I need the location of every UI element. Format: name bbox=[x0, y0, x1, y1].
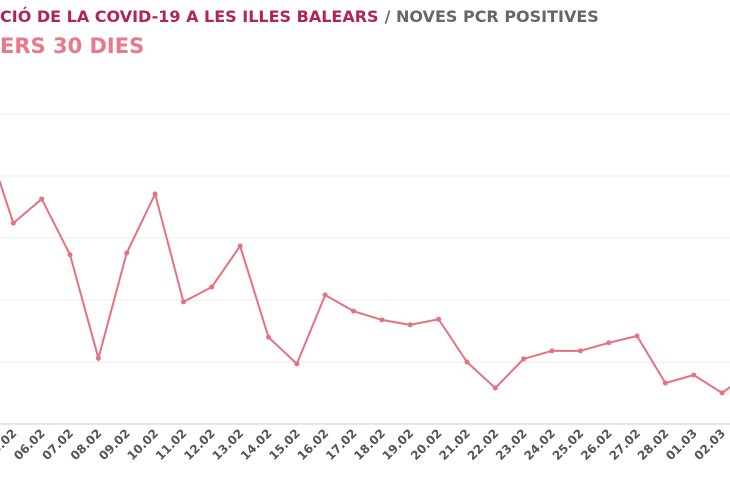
x-tick-label: 01.03 bbox=[663, 426, 700, 463]
data-point bbox=[237, 243, 243, 249]
data-point bbox=[67, 252, 73, 258]
data-point bbox=[521, 356, 527, 362]
data-line bbox=[0, 179, 730, 395]
x-tick-label: 22.02 bbox=[465, 426, 502, 463]
data-point bbox=[407, 322, 413, 328]
data-point bbox=[606, 340, 612, 346]
x-tick-label: 25.02 bbox=[550, 426, 587, 463]
data-point bbox=[719, 390, 725, 396]
data-point bbox=[322, 292, 328, 298]
chart-title-line: CIÓ DE LA COVID-19 A LES ILLES BALEARS / … bbox=[0, 7, 599, 26]
x-tick-label: 20.02 bbox=[408, 426, 445, 463]
x-tick-label: 26.02 bbox=[578, 426, 615, 463]
x-tick-label: 27.02 bbox=[606, 426, 643, 463]
data-point bbox=[691, 372, 697, 378]
x-tick-label: 06.02 bbox=[11, 426, 48, 463]
data-point bbox=[577, 348, 583, 354]
x-tick-label: 09.02 bbox=[96, 426, 133, 463]
x-tick-label: 19.02 bbox=[380, 426, 417, 463]
x-tick-label: 23.02 bbox=[493, 426, 530, 463]
x-tick-label: 17.02 bbox=[323, 426, 360, 463]
data-point bbox=[492, 385, 498, 391]
data-point bbox=[549, 348, 555, 354]
x-tick-label: 07.02 bbox=[39, 426, 76, 463]
x-tick-label: 11.02 bbox=[153, 426, 190, 463]
data-point bbox=[436, 316, 442, 322]
chart-subtitle: ERS 30 DIES bbox=[0, 34, 144, 58]
x-tick-label: 24.02 bbox=[521, 426, 558, 463]
x-tick-label: 18.02 bbox=[351, 426, 388, 463]
x-tick-label: 02.03 bbox=[691, 426, 728, 463]
data-point bbox=[351, 308, 357, 314]
data-point bbox=[152, 191, 158, 197]
data-point bbox=[180, 299, 186, 305]
data-point bbox=[662, 380, 668, 386]
data-point bbox=[464, 359, 470, 365]
x-tick-label: 28.02 bbox=[635, 426, 672, 463]
data-point bbox=[39, 196, 45, 202]
data-point bbox=[379, 317, 385, 323]
data-point bbox=[95, 355, 101, 361]
x-tick-label: 12.02 bbox=[181, 426, 218, 463]
x-tick-label: 08.02 bbox=[68, 426, 105, 463]
x-tick-label: 14.02 bbox=[238, 426, 275, 463]
data-point bbox=[209, 284, 215, 290]
data-point bbox=[266, 334, 271, 340]
chart-title: CIÓ DE LA COVID-19 A LES ILLES BALEARS bbox=[0, 7, 379, 26]
data-point bbox=[294, 361, 300, 367]
data-point bbox=[634, 333, 640, 339]
x-tick-label: 10.02 bbox=[124, 426, 161, 463]
x-tick-label: 21.02 bbox=[436, 426, 473, 463]
x-tick-label: 15.02 bbox=[266, 426, 303, 463]
x-tick-label: 13.02 bbox=[210, 426, 247, 463]
data-point bbox=[124, 250, 130, 256]
data-point bbox=[10, 220, 16, 226]
x-tick-label: 16.02 bbox=[295, 426, 332, 463]
chart-title-suffix: / NOVES PCR POSITIVES bbox=[385, 7, 599, 26]
